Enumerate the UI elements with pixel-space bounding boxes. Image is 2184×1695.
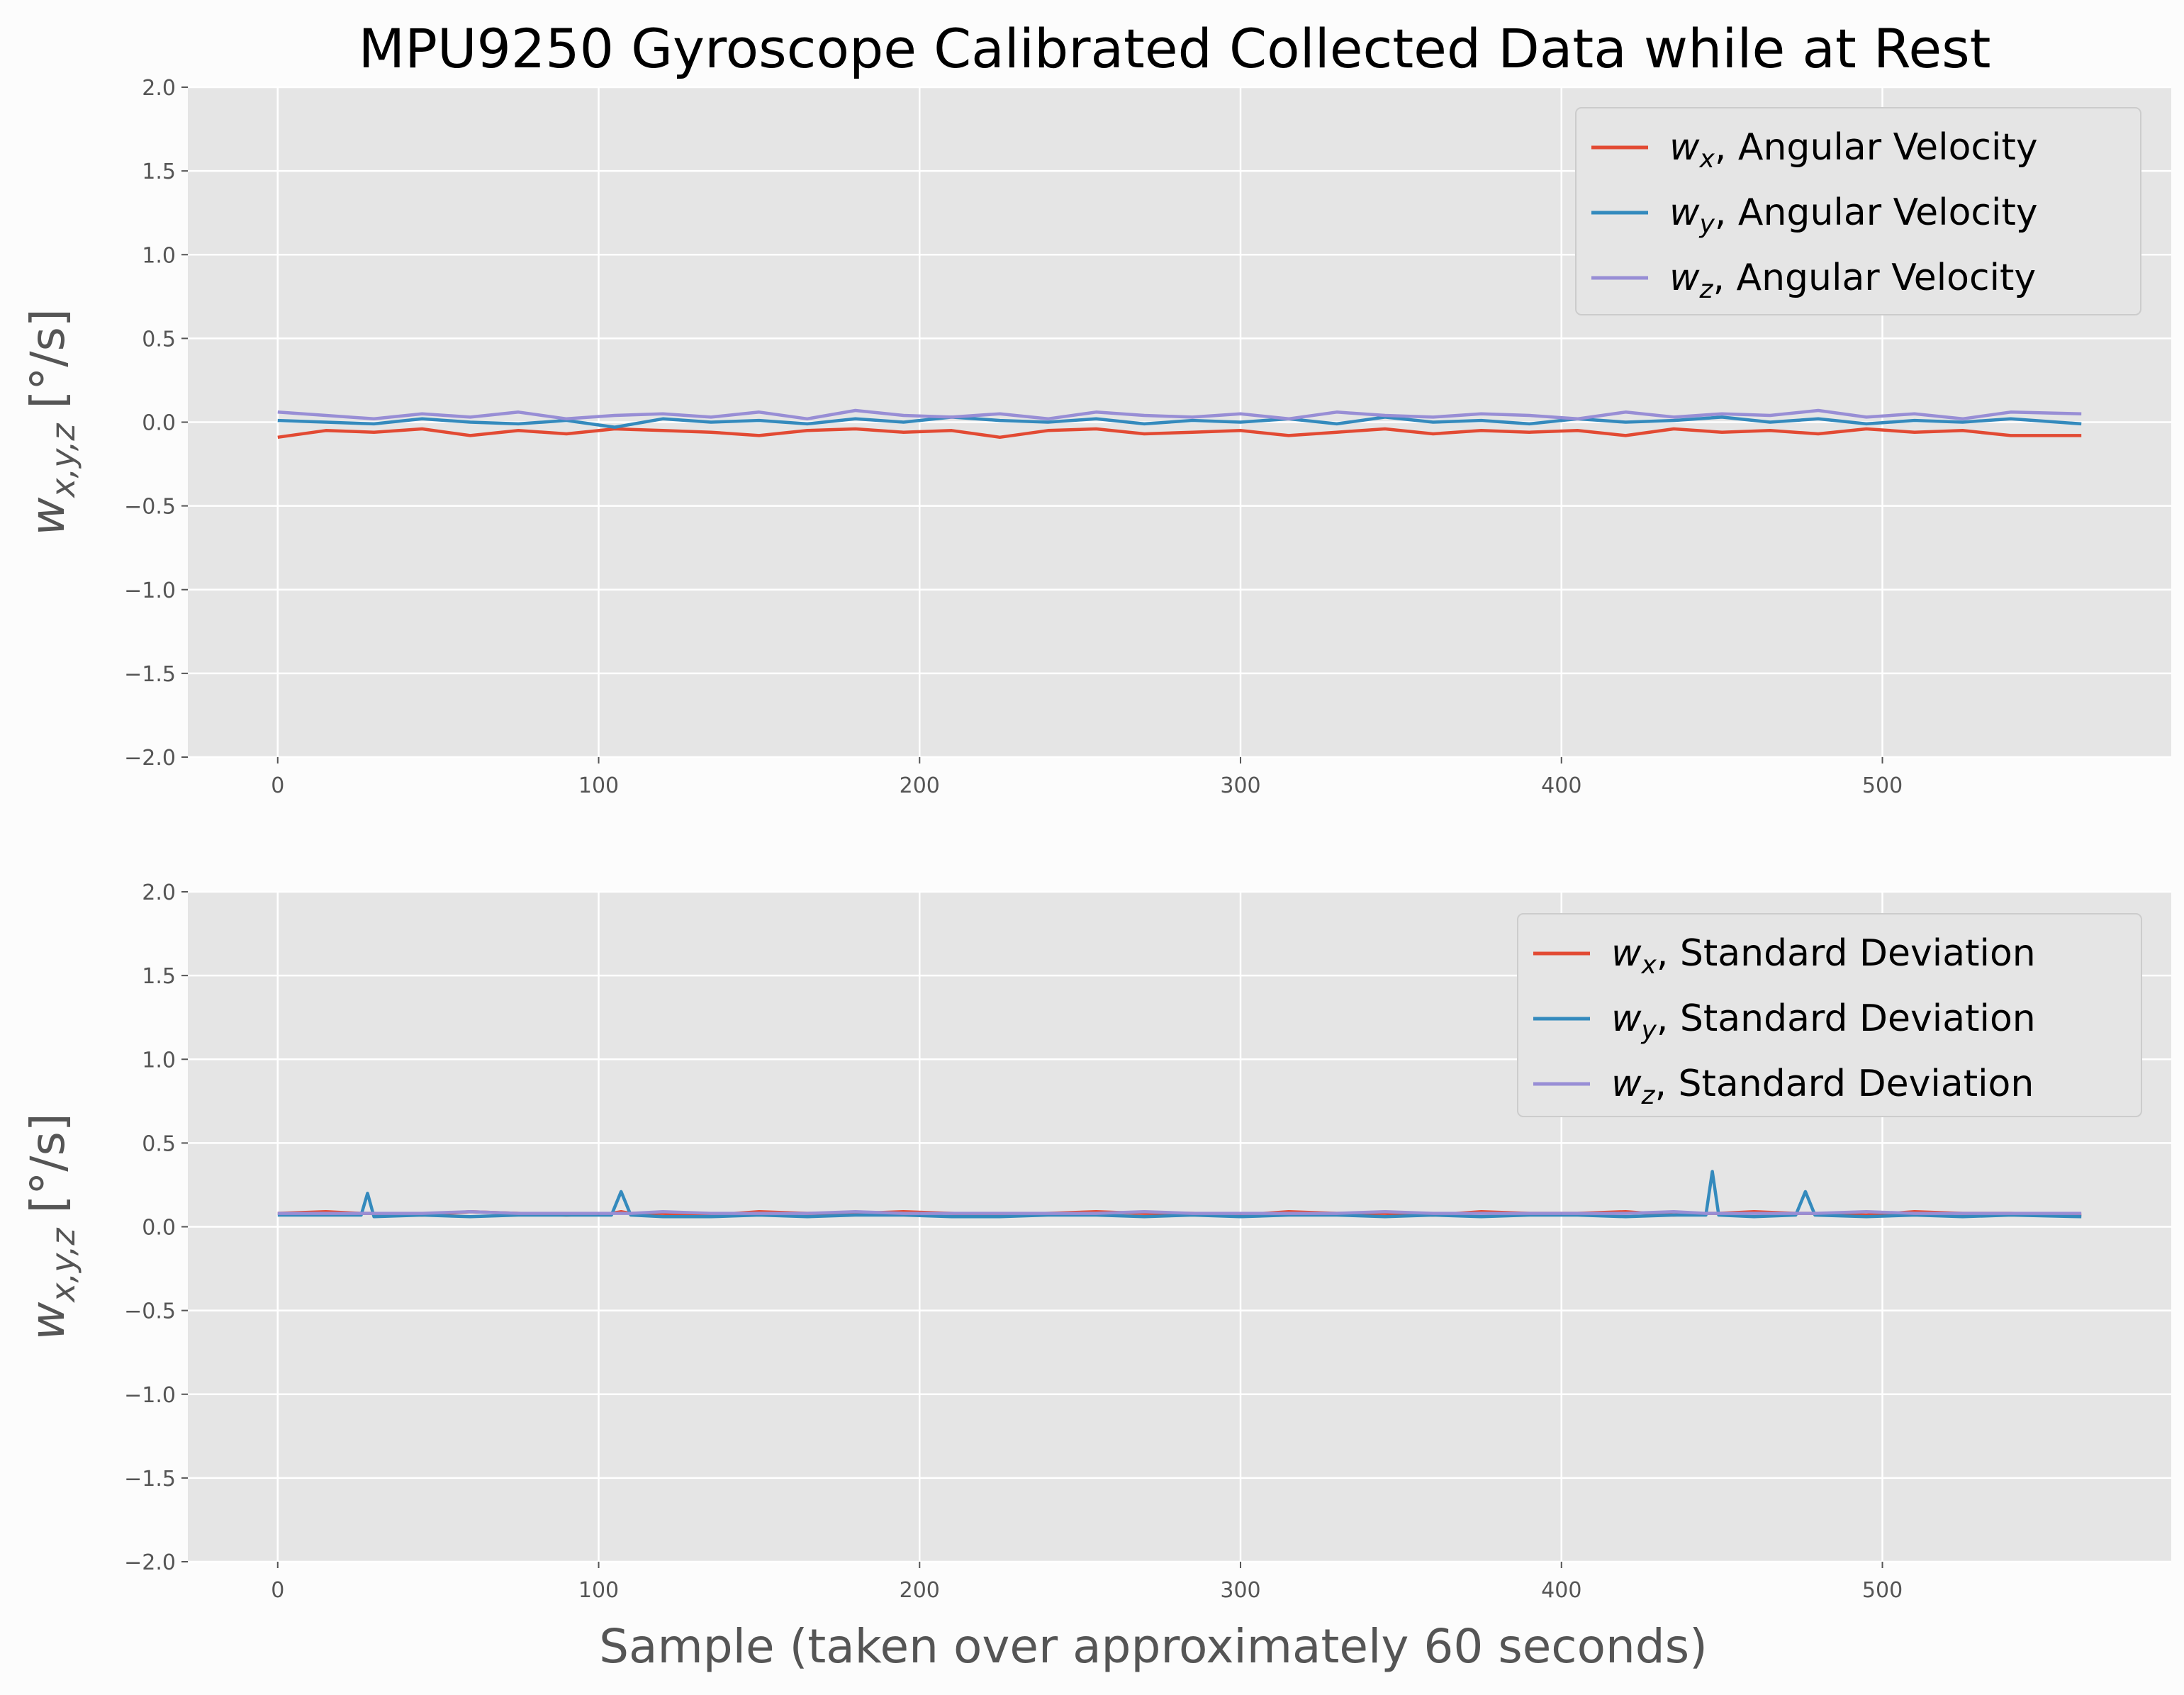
y-tick-label: 0.0 — [142, 411, 176, 436]
legend-frame — [1575, 107, 2141, 315]
y-tick-label: 0.0 — [142, 1216, 176, 1241]
legend-frame — [1517, 913, 2142, 1117]
y-tick-label: 0.5 — [142, 1131, 176, 1156]
y-tick-label: 2.0 — [142, 880, 176, 905]
y-tick-label: −0.5 — [124, 495, 176, 520]
x-tick-label: 500 — [1862, 773, 1903, 798]
y-tick-label: −1.5 — [124, 1467, 176, 1492]
x-tick-label: 300 — [1220, 1578, 1260, 1603]
x-tick-label: 300 — [1220, 773, 1260, 798]
legend-entry: wy, Angular Velocity — [1669, 191, 2038, 239]
legend-entry: wz, Standard Deviation — [1611, 1063, 2034, 1110]
chart-title: MPU9250 Gyroscope Calibrated Collected D… — [359, 17, 1991, 80]
series-line-1 — [277, 427, 2082, 440]
legend: wx, Standard Deviation wy, Standard Devia… — [1517, 913, 2142, 1117]
y-tick-label: 1.5 — [142, 160, 176, 184]
y-tick-label: −1.0 — [124, 1383, 176, 1408]
y-tick-label: −1.5 — [124, 662, 176, 687]
y-tick-label: 1.0 — [142, 1048, 176, 1073]
y-tick-label: −2.0 — [124, 746, 176, 771]
y-axis-label: wx,y,z [°/s] — [21, 1113, 82, 1340]
y-tick-label: −2.0 — [124, 1550, 176, 1575]
legend-entry: wz, Angular Velocity — [1669, 257, 2036, 304]
legend-entry: wx, Angular Velocity — [1669, 126, 2038, 174]
x-tick-label: 200 — [900, 773, 940, 798]
top-panel: −2.0 −1.5 −1.0 −0.5 0.0 0.5 1.0 1.5 2.0 0 100 200 30… — [21, 76, 2171, 798]
x-tick-label: 100 — [578, 1578, 619, 1603]
x-tick-label: 100 — [578, 773, 619, 798]
x-tick-label: 0 — [271, 1578, 284, 1603]
legend-entry: wx, Standard Deviation — [1611, 932, 2036, 980]
legend-entry: wy, Standard Deviation — [1611, 997, 2036, 1045]
y-tick-label: 1.5 — [142, 964, 176, 989]
y-tick-label: 2.0 — [142, 76, 176, 101]
y-axis-label: wx,y,z [°/s] — [21, 308, 82, 535]
x-tick-label: 0 — [271, 773, 284, 798]
y-tick-label: −1.0 — [124, 578, 176, 603]
series-line-3 — [277, 1209, 2082, 1215]
x-tick-label: 400 — [1541, 773, 1581, 798]
y-tick-label: 1.0 — [142, 243, 176, 268]
x-tick-label: 400 — [1541, 1578, 1581, 1603]
x-tick-label: 200 — [900, 1578, 940, 1603]
y-tick-label: 0.5 — [142, 327, 176, 352]
y-tick-label: −0.5 — [124, 1299, 176, 1324]
series-line-3 — [277, 408, 2082, 421]
series-line-2 — [277, 1170, 2082, 1219]
x-tick-label: 500 — [1862, 1578, 1903, 1603]
x-axis-label: Sample (taken over approximately 60 seco… — [599, 1619, 1708, 1674]
series-line-2 — [277, 415, 2082, 429]
legend: wx, Angular Velocity wy, Angular Velocity… — [1575, 107, 2141, 315]
bottom-panel: −2.0 −1.5 −1.0 −0.5 0.0 0.5 1.0 1.5 2.0 0 100 200 30… — [21, 880, 2171, 1603]
